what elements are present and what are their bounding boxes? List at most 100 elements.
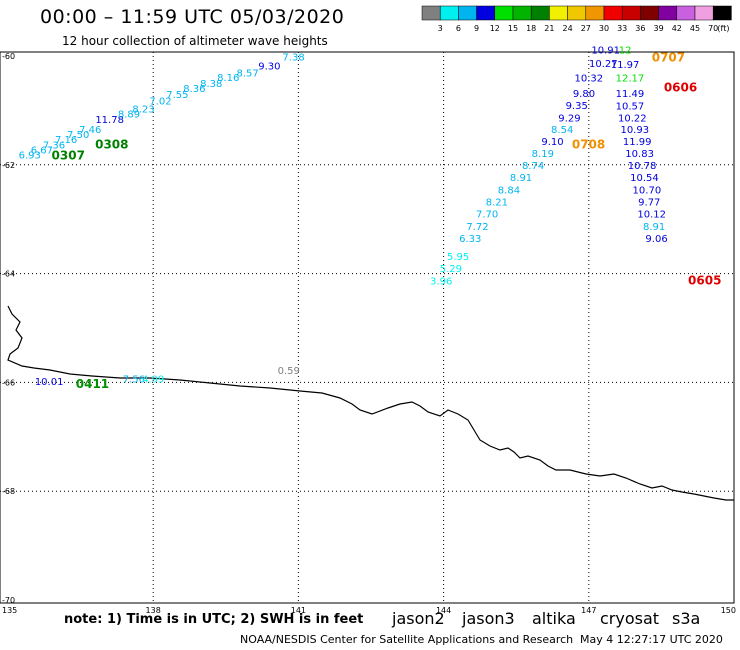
wave-height-value: 7.72 — [466, 222, 488, 233]
wave-height-value: 8.16 — [217, 73, 239, 84]
legend-swatch — [439, 5, 459, 21]
legend-swatch — [421, 5, 441, 21]
legend-swatch — [567, 5, 587, 21]
pass-time-label: 0411 — [76, 377, 109, 391]
wave-height-value: 9.77 — [638, 198, 660, 209]
longitude-tick-label: 135 — [2, 606, 17, 615]
altimeter-tracks: 6.936.677.367.167.507.4611.788.898.237.0… — [19, 45, 722, 391]
wave-height-value: 7.55 — [166, 90, 188, 101]
legend-swatch — [676, 5, 696, 21]
legend-swatch — [458, 5, 477, 21]
wave-height-value: 10.32 — [574, 74, 603, 85]
latitude-tick-label: -66 — [2, 378, 15, 387]
wave-height-value: 7.02 — [149, 96, 171, 107]
pass-time-label: 0606 — [664, 80, 697, 94]
legend-label: 21 — [544, 24, 554, 33]
pass-time-label: 0307 — [52, 148, 85, 162]
legend-label: 12 — [490, 24, 500, 33]
wave-height-value: 8.19 — [532, 149, 554, 160]
legend-label: 9 — [474, 24, 479, 33]
wave-height-value: 9.10 — [541, 137, 563, 148]
legend-swatch — [712, 5, 732, 21]
latitude-tick-label: -62 — [2, 161, 15, 170]
satellite-altika: altika — [532, 609, 576, 628]
wave-height-value: 8.21 — [486, 198, 508, 209]
pass-time-label: 0308 — [95, 137, 128, 151]
wave-height-value: 7.36 — [43, 140, 65, 151]
wave-height-value: 10.12 — [637, 210, 666, 221]
legend-swatch — [603, 5, 623, 21]
wave-height-value: 7.56 — [123, 374, 145, 385]
legend-label: 70 — [708, 24, 718, 33]
legend: 3 6 9 12 15 18 21 24 27 30 33 36 39 42 45 70 (ft) — [421, 5, 732, 33]
wave-height-value: 11.78 — [95, 115, 124, 126]
latitude-tick-label: -68 — [2, 487, 15, 496]
wave-height-value: 9.06 — [645, 234, 667, 245]
legend-swatch — [658, 5, 678, 21]
wave-height-value: 9.80 — [573, 89, 595, 100]
wave-height-value: 7.46 — [79, 125, 101, 136]
satellite-cryosat: cryosat — [600, 609, 660, 628]
wave-height-value: 6.67 — [31, 145, 53, 156]
generated-timestamp: May 4 12:27:17 UTC 2020 — [580, 633, 723, 646]
legend-label: 27 — [581, 24, 591, 33]
map-border — [0, 51, 735, 604]
wave-height-value: 9.29 — [558, 113, 580, 124]
wave-height-value: 11.99 — [623, 137, 652, 148]
satellite-s3a: s3a — [672, 609, 701, 628]
wave-height-value: 10.57 — [616, 101, 645, 112]
wave-height-value: 8.54 — [551, 125, 573, 136]
wave-height-value: 8.36 — [183, 84, 205, 95]
wave-height-value: 5.29 — [440, 264, 462, 275]
legend-label: 3 — [438, 24, 443, 33]
wave-height-value: 6.93 — [19, 150, 41, 161]
wave-height-value: 3.96 — [430, 276, 452, 287]
legend-swatch — [694, 5, 714, 21]
legend-swatch — [549, 5, 568, 21]
longitude-tick-label: 138 — [146, 606, 161, 615]
satellite-jason3: jason3 — [462, 609, 515, 628]
wave-height-value: 7.16 — [55, 135, 77, 146]
latitude-tick-label: -60 — [2, 52, 15, 61]
legend-swatch — [512, 5, 532, 21]
footer-note: note: 1) Time is in UTC; 2) SWH is in fe… — [64, 612, 364, 627]
wave-height-value: 4.99 — [142, 374, 164, 385]
legend-label: 33 — [617, 24, 627, 33]
credit-line: NOAA/NESDIS Center for Satellite Applica… — [240, 633, 574, 646]
pass-time-label: 0707 — [652, 50, 685, 64]
legend-label: 42 — [672, 24, 682, 33]
wave-height-value: 8.91 — [510, 173, 532, 184]
longitude-tick-label: 144 — [436, 606, 451, 615]
wave-height-value: 8.84 — [498, 186, 520, 197]
wave-height-value: 8.89 — [118, 109, 140, 120]
longitude-tick-label: 147 — [581, 606, 596, 615]
legend-swatch — [585, 5, 605, 21]
pass-time-label: 0605 — [688, 273, 721, 287]
wave-height-value: 8.91 — [643, 222, 665, 233]
wave-height-value: 10.83 — [625, 149, 654, 160]
wave-height-value: 11.97 — [611, 60, 640, 71]
wave-height-value: 6.33 — [459, 234, 481, 245]
legend-swatch — [530, 5, 550, 21]
wave-height-value: 10.54 — [630, 173, 659, 184]
latitude-tick-label: -70 — [2, 596, 15, 605]
wave-height-value: 10.70 — [633, 186, 662, 197]
track-coastal: 10.01 7.564.99 0.59 0411 — [35, 366, 300, 391]
track-0605-0606: 10.91 11.97 12.17 11.4910.5710.2210.9311.99… — [591, 45, 721, 287]
wave-height-value: 7.50 — [67, 130, 89, 141]
chart-title: 00:00 – 11:59 UTC 05/03/2020 — [40, 6, 345, 28]
graticule: 135 138 141 144 147 150 -60 -62 -64 -66 -68 -70 — [0, 52, 736, 615]
longitude-tick-label: 150 — [721, 606, 736, 615]
wave-height-value: 8.23 — [132, 105, 154, 116]
wave-height-value: 8.74 — [522, 161, 544, 172]
legend-label: 36 — [635, 24, 645, 33]
chart-subtitle: 12 hour collection of altimeter wave hei… — [62, 34, 328, 48]
wave-height-value: 10.93 — [620, 125, 649, 136]
latitude-tick-label: -64 — [2, 270, 15, 279]
longitude-tick-label: 141 — [291, 606, 306, 615]
legend-label: 15 — [508, 24, 518, 33]
wave-height-value: 0.59 — [278, 366, 300, 377]
legend-swatch — [476, 5, 496, 21]
legend-unit: (ft) — [717, 24, 729, 33]
